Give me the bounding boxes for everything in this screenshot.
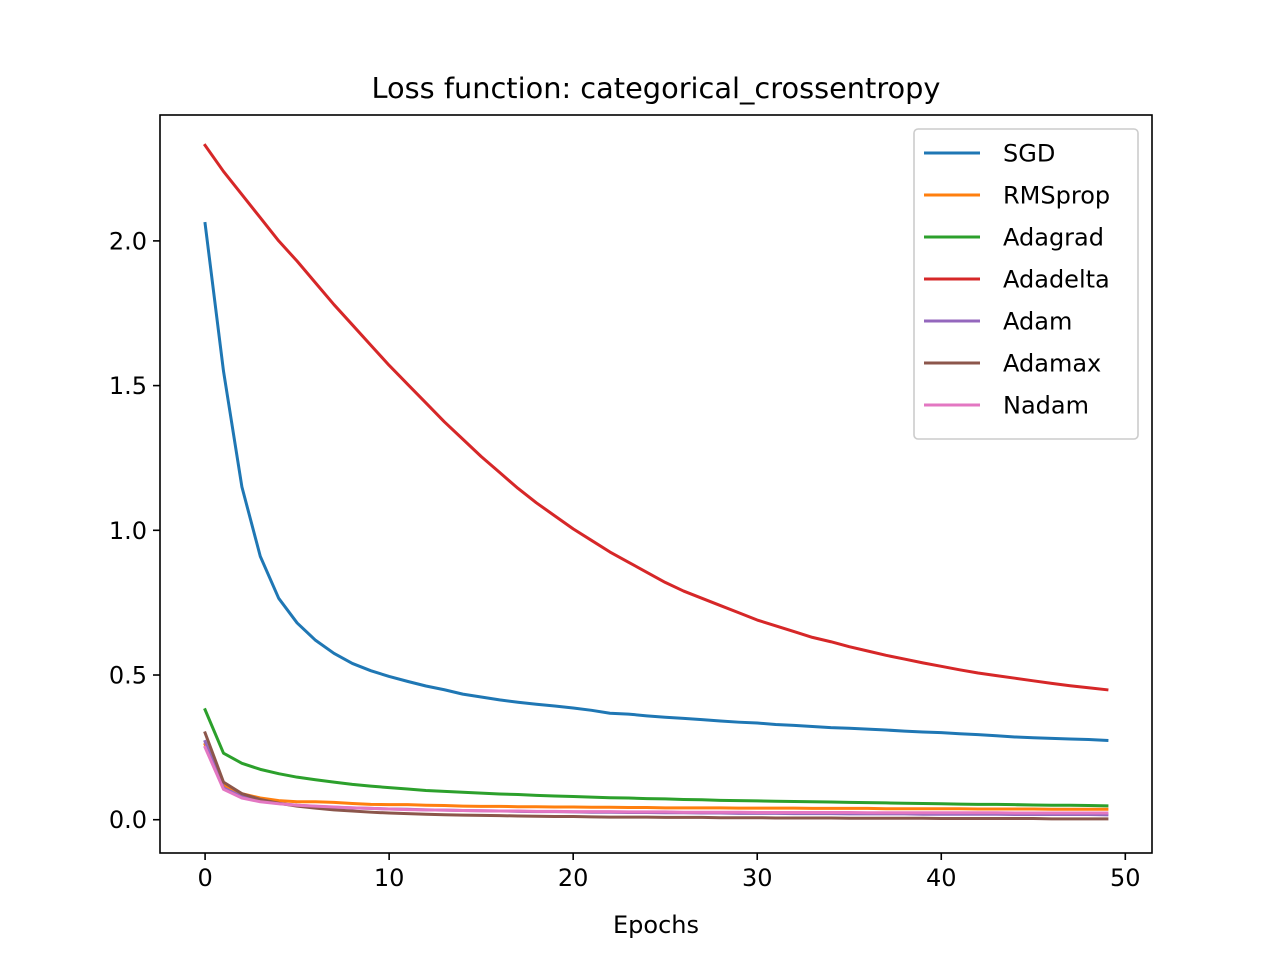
series-line-adagrad	[203, 707, 1109, 808]
legend-label-adam: Adam	[1003, 308, 1072, 336]
x-tick-label: 20	[558, 864, 589, 892]
series-line-adadelta	[202, 143, 1109, 692]
y-tick-label: 2.0	[109, 227, 147, 255]
series-line-sgd	[203, 221, 1109, 742]
legend-label-adadelta: Adadelta	[1003, 266, 1110, 294]
chart-title: Loss function: categorical_crossentropy	[372, 71, 941, 105]
legend: SGD RMSprop Adagrad Adadelta Adam Adamax Nadam	[913, 128, 1139, 440]
legend-label-nadam: Nadam	[1003, 392, 1089, 420]
series-line-nadam	[203, 745, 1109, 815]
x-tick-label: 50	[1110, 864, 1141, 892]
legend-label-rmsprop: RMSprop	[1003, 182, 1110, 210]
legend-label-sgd: SGD	[1003, 140, 1055, 168]
x-tick-label: 10	[374, 864, 405, 892]
axes-frame	[159, 114, 1153, 854]
legend-label-adagrad: Adagrad	[1003, 224, 1104, 252]
y-tick-label: 1.5	[109, 372, 147, 400]
y-tick-label: 0.5	[109, 662, 147, 690]
series-line-rmsprop	[203, 742, 1109, 811]
y-tick-label: 0.0	[109, 806, 147, 834]
x-tick-label: 0	[197, 864, 212, 892]
x-tick-label: 30	[742, 864, 773, 892]
x-axis-label: Epochs	[613, 911, 699, 939]
series-group	[202, 143, 1109, 821]
legend-label-adamax: Adamax	[1003, 350, 1101, 378]
series-line-adamax	[203, 730, 1109, 821]
x-tick-label: 40	[926, 864, 957, 892]
y-tick-label: 1.0	[109, 517, 147, 545]
plot-area: 0 10 20 30 40 50 0.0 0.5 1.0 1.5 2.0	[109, 114, 1153, 892]
